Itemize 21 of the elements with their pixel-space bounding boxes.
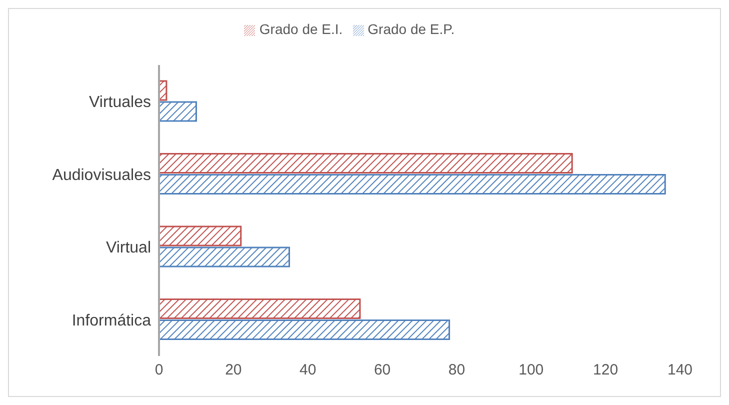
bar [159, 298, 361, 320]
bar [159, 174, 666, 195]
x-tick-label: 100 [518, 362, 544, 379]
x-tick-label: 20 [225, 362, 242, 379]
bar [159, 320, 450, 340]
y-tick-label: Virtuales [89, 94, 151, 112]
legend-label: Grado de E.P. [368, 21, 455, 37]
bar [159, 246, 290, 268]
bar [159, 101, 197, 122]
x-tick-label: 120 [593, 362, 618, 379]
y-tick-label: Informática [72, 312, 152, 330]
y-tick-label: Virtual [106, 240, 151, 257]
x-tick-label: 0 [154, 362, 164, 379]
y-tick-label: Audiovisuales [52, 166, 151, 184]
x-tick-label: 40 [300, 362, 316, 379]
bar [159, 153, 573, 174]
x-tick-label: 60 [374, 362, 391, 379]
bar [159, 226, 242, 246]
legend-label: Grado de E.I. [259, 21, 343, 37]
x-tick-label: 80 [448, 362, 466, 379]
x-tick-label: 140 [667, 362, 693, 379]
